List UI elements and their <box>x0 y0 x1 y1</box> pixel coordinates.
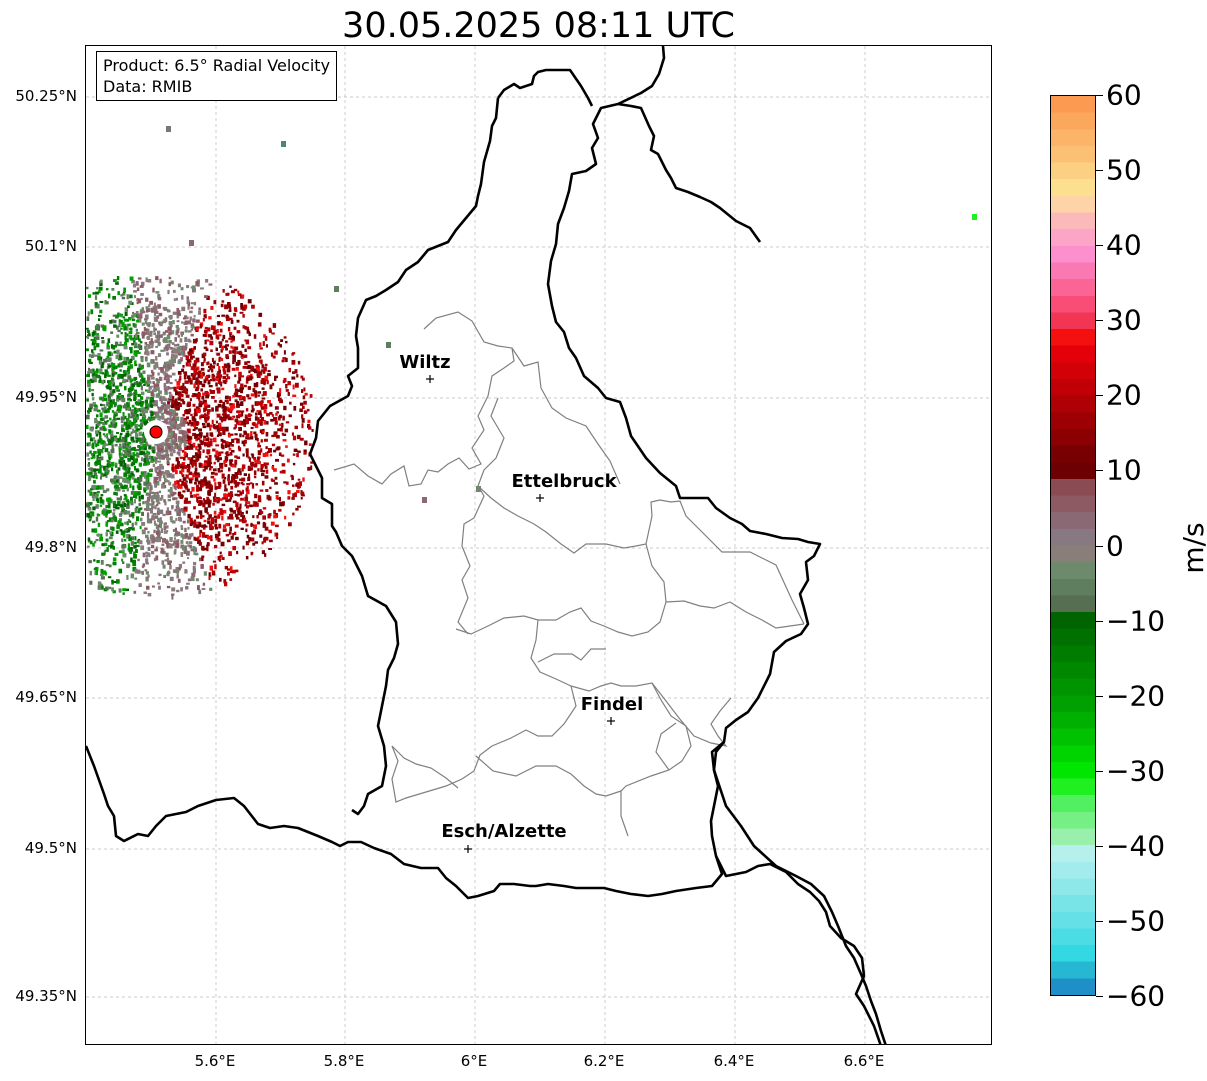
radar-velocity-echoes <box>86 126 977 600</box>
colorbar <box>1050 95 1096 996</box>
colorbar-unit-label: m/s <box>1177 522 1207 574</box>
lat-tick-label: 49.8°N <box>24 538 77 556</box>
colorbar-tick <box>1096 170 1103 172</box>
town-label-findel: Findel <box>580 694 644 715</box>
lon-tick-label: 5.6°E <box>194 1052 236 1070</box>
radar-site-marker <box>149 425 163 439</box>
colorbar-tick-label: 10 <box>1106 453 1142 487</box>
lon-tick-label: 6.6°E <box>843 1052 885 1070</box>
lon-tick-label: 5.8°E <box>323 1052 365 1070</box>
map-canvas[interactable] <box>86 46 992 1045</box>
colorbar-tick-label: −40 <box>1106 829 1166 863</box>
lon-tick-label: 6.4°E <box>713 1052 755 1070</box>
colorbar-tick-label: 60 <box>1106 78 1142 112</box>
lon-tick-label: 6°E <box>460 1052 488 1070</box>
colorbar-tick-label: −50 <box>1106 904 1166 938</box>
colorbar-tick-label: 40 <box>1106 228 1142 262</box>
town-label-esch-alzette: Esch/Alzette <box>441 821 567 842</box>
colorbar-tick-label: 0 <box>1106 529 1124 562</box>
map-title: 30.05.2025 08:11 UTC <box>342 6 735 46</box>
product-info-box: Product: 6.5° Radial Velocity Data: RMIB <box>96 51 338 101</box>
colorbar-tick-label: 50 <box>1106 153 1142 187</box>
colorbar-tick <box>1096 320 1103 322</box>
colorbar-tick-label: −10 <box>1106 604 1166 638</box>
colorbar-tick <box>1096 620 1103 622</box>
map-panel[interactable]: Product: 6.5° Radial Velocity Data: RMIB… <box>85 45 992 1045</box>
colorbar-tick <box>1096 920 1103 922</box>
lon-tick-label: 6.2°E <box>583 1052 625 1070</box>
lat-tick-label: 49.35°N <box>15 987 77 1005</box>
colorbar-tick <box>1096 95 1103 96</box>
data-source-label: Data: RMIB <box>103 77 193 96</box>
colorbar-tick <box>1096 996 1103 997</box>
town-label-wiltz: Wiltz <box>399 352 451 373</box>
colorbar-tick-label: 30 <box>1106 303 1142 337</box>
colorbar-tick-label: −60 <box>1106 979 1166 1013</box>
lat-tick-label: 49.65°N <box>15 688 77 706</box>
town-markers <box>426 375 615 853</box>
country-borders <box>86 46 887 1044</box>
lat-tick-label: 49.5°N <box>24 839 77 857</box>
lat-tick-label: 50.25°N <box>15 87 77 105</box>
colorbar-tick-label: −30 <box>1106 754 1166 788</box>
canton-borders <box>333 311 805 837</box>
colorbar-tick <box>1096 770 1103 772</box>
colorbar-tick <box>1096 845 1103 847</box>
lat-tick-label: 50.1°N <box>24 237 77 255</box>
colorbar-tick-label: −20 <box>1106 679 1166 713</box>
colorbar-tick <box>1096 470 1103 472</box>
town-label-ettelbruck: Ettelbruck <box>511 471 617 492</box>
lat-tick-label: 49.95°N <box>15 388 77 406</box>
colorbar-tick <box>1096 395 1103 397</box>
colorbar-tick <box>1096 245 1103 247</box>
colorbar-tick <box>1096 545 1103 547</box>
product-label: Product: 6.5° Radial Velocity <box>103 56 331 75</box>
colorbar-tick <box>1096 695 1103 697</box>
colorbar-tick-label: 20 <box>1106 378 1142 412</box>
